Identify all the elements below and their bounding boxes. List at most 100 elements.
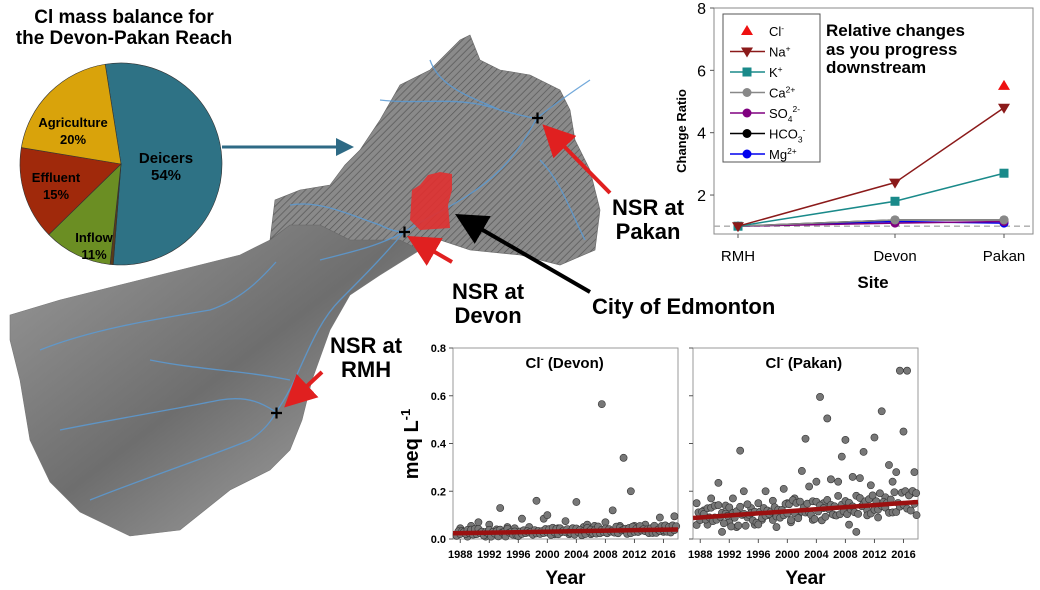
data-point bbox=[619, 453, 628, 462]
rmh-arrow bbox=[284, 370, 324, 408]
y-tick-label: 0.4 bbox=[431, 439, 447, 451]
data-point bbox=[496, 504, 505, 512]
devon-arrow bbox=[407, 235, 454, 266]
data-point bbox=[532, 496, 541, 505]
pie-pct-deicers: 54% bbox=[151, 167, 181, 184]
data-point bbox=[892, 508, 901, 516]
data-point bbox=[866, 481, 875, 490]
data-point bbox=[727, 522, 736, 531]
data-point bbox=[910, 468, 919, 477]
legend-entry-hco: HCO3- bbox=[730, 125, 806, 145]
data-point bbox=[518, 514, 526, 523]
data-point bbox=[834, 477, 843, 486]
watershed-map bbox=[9, 34, 612, 537]
annotation-line2: as you progress bbox=[826, 39, 958, 59]
y-tick-label: 0.8 bbox=[431, 343, 446, 355]
pie-label-deicers: Deicers bbox=[139, 150, 193, 167]
pakan-arrow bbox=[542, 124, 612, 195]
label-devon-line1: NSR at bbox=[452, 279, 525, 304]
legend-label: SO42- bbox=[769, 104, 800, 124]
data-point bbox=[572, 498, 581, 506]
pie-slice-effluent bbox=[19, 147, 122, 236]
legend-entry-so: SO42- bbox=[730, 104, 800, 124]
pakan-cross-icon bbox=[532, 112, 543, 124]
devon-cross-icon bbox=[399, 226, 410, 238]
data-point bbox=[597, 400, 606, 409]
x-tick-label: Devon bbox=[873, 248, 916, 265]
data-point bbox=[821, 512, 830, 521]
x-tick-label: 1992 bbox=[477, 549, 501, 561]
label-pakan-line2: Pakan bbox=[615, 219, 681, 245]
data-point bbox=[736, 446, 745, 455]
data-point bbox=[906, 506, 915, 515]
y-tick-label: 0.2 bbox=[431, 486, 446, 498]
label-city-of-edmonton: City of Edmonton bbox=[592, 294, 776, 319]
edmonton-arrow bbox=[455, 213, 592, 294]
x-tick-label: RMH bbox=[721, 248, 755, 265]
pie-pct-agriculture: 20% bbox=[60, 132, 86, 147]
data-point bbox=[718, 527, 726, 536]
data-point bbox=[779, 484, 788, 493]
pie-pct-inflow: 11% bbox=[81, 247, 107, 262]
data-point bbox=[874, 513, 882, 522]
data-point bbox=[725, 503, 734, 512]
label-nsr-devon: NSR at Devon bbox=[452, 279, 525, 329]
data-point bbox=[834, 491, 843, 500]
data-point bbox=[854, 509, 863, 518]
data-point bbox=[890, 488, 899, 497]
annotation-line1: Relative changes bbox=[826, 21, 965, 40]
chart-title: Cl- (Pakan) bbox=[766, 354, 843, 372]
watershed-lower bbox=[9, 224, 421, 537]
data-point bbox=[761, 487, 770, 496]
data-point bbox=[754, 520, 763, 529]
marker-triangle-down bbox=[889, 178, 901, 189]
x-tick-label: 1988 bbox=[448, 549, 472, 561]
y-axis-label: Change Ratio bbox=[674, 89, 689, 173]
data-point bbox=[561, 517, 570, 525]
label-nsr-pakan: NSR at Pakan bbox=[612, 195, 685, 245]
x-tick-label: 1988 bbox=[688, 549, 712, 561]
rmh-cross-icon bbox=[271, 407, 282, 419]
marker-triangle-down bbox=[732, 222, 744, 233]
pie-title-line1: Cl mass balance for bbox=[34, 7, 214, 28]
data-point bbox=[877, 407, 886, 416]
x-tick-label: 2012 bbox=[622, 549, 646, 561]
legend-label: HCO3- bbox=[769, 125, 806, 145]
marker-triangle-down bbox=[998, 103, 1010, 114]
marker-square bbox=[890, 196, 900, 206]
data-point bbox=[856, 474, 864, 483]
data-point bbox=[707, 494, 716, 503]
x-tick-label: 1992 bbox=[717, 549, 741, 561]
x-tick-label: 2000 bbox=[775, 549, 799, 561]
trend-line bbox=[452, 527, 679, 536]
series-cl bbox=[998, 79, 1010, 90]
data-point bbox=[812, 477, 821, 486]
data-point bbox=[743, 500, 752, 509]
data-point bbox=[714, 478, 723, 487]
label-devon-line2: Devon bbox=[454, 303, 522, 329]
pie-label-inflow: Inflow bbox=[75, 230, 113, 245]
pakan-scatter-chart: 1988 1992 1996 2000 2004 2008 2012 2016 Year Cl- … bbox=[688, 347, 921, 589]
data-point bbox=[655, 513, 664, 522]
label-pakan-line1: NSR at bbox=[612, 195, 685, 220]
data-point bbox=[912, 511, 921, 520]
x-tick-label: 2008 bbox=[833, 549, 857, 561]
data-point bbox=[739, 487, 748, 496]
data-point bbox=[823, 414, 832, 423]
marker-triangle-down bbox=[741, 47, 753, 58]
data-point bbox=[787, 516, 795, 525]
x-tick-label: 2004 bbox=[564, 549, 589, 561]
pie-slice-inflow bbox=[48, 163, 122, 265]
marker-circle bbox=[742, 129, 752, 138]
marker-circle bbox=[742, 108, 752, 118]
data-point bbox=[827, 475, 835, 484]
x-axis-label: Year bbox=[545, 568, 586, 589]
x-tick-label: 1996 bbox=[506, 549, 530, 561]
legend-entry-na: Na+ bbox=[730, 43, 791, 60]
data-point bbox=[868, 491, 877, 500]
x-tick-label: 2000 bbox=[535, 549, 559, 561]
pie-label-agriculture: Agriculture bbox=[38, 115, 107, 130]
site-markers bbox=[271, 112, 543, 419]
